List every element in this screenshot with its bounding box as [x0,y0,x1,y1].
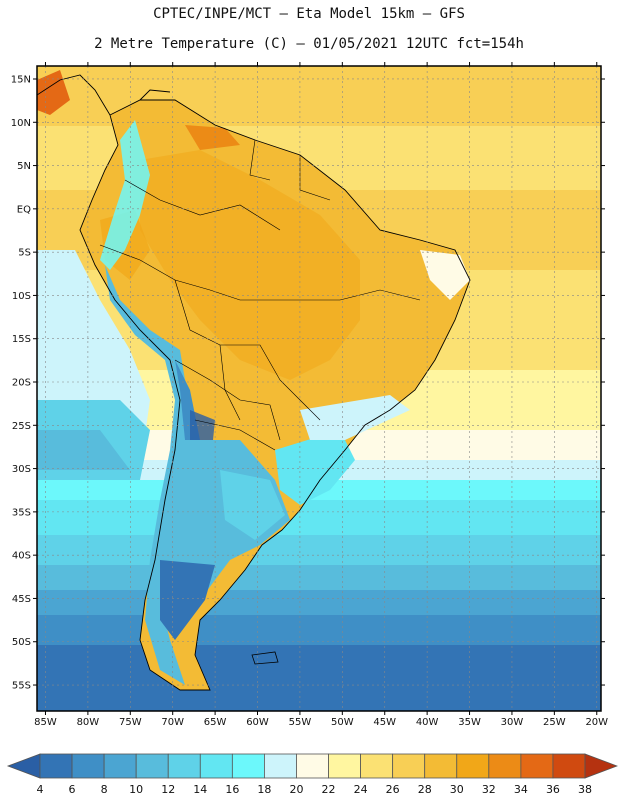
lat-label: 5S [18,248,31,259]
lat-label: 10S [12,291,31,302]
lon-label: 45W [373,717,396,728]
lat-label: 35S [12,507,31,518]
colorbar-swatch [424,753,458,779]
lon-label: 25W [543,717,566,728]
lon-label: 60W [246,717,269,728]
colorbar-swatch [231,753,265,779]
map-title-line1: CPTEC/INPE/MCT – Eta Model 15km – GFS [153,6,465,22]
temperature-field [37,66,601,711]
colorbar-swatch [167,753,201,779]
lat-label: 20S [12,378,31,389]
colorbar-under-triangle [6,753,41,779]
colorbar-swatch [296,753,329,779]
map-title-line2: 2 Metre Temperature (C) – 01/05/2021 12U… [94,36,524,52]
colorbar-swatch [39,753,73,779]
lon-label: 65W [204,717,227,728]
lon-label: 70W [161,717,184,728]
lat-label: 5N [17,161,31,172]
lat-label: 10N [11,118,31,129]
lat-label: 45S [12,594,31,605]
colorbar-swatch [488,753,522,779]
colorbar-label: 10 [129,783,143,796]
colorbar-label: 36 [546,783,560,796]
colorbar-label: 32 [482,783,496,796]
colorbar-swatch [199,753,233,779]
colorbar-swatch [456,753,490,779]
lon-label: 80W [77,717,100,728]
colorbar-swatch [71,753,105,779]
lat-label: 15S [12,334,31,345]
colorbar-label: 20 [289,783,303,796]
colorbar-label: 12 [161,783,175,796]
country-borders [99,139,421,451]
axis-ticks: 15N 10N 5N EQ 5S 10S 15S 20S 25S 30S 35S 40S 45S 50S 5… [11,62,608,728]
colorbar-label: 22 [322,783,336,796]
lat-label: 30S [12,464,31,475]
lon-label: 40W [416,717,439,728]
lat-label: 25S [12,421,31,432]
colorbar-label: 4 [37,783,44,796]
lon-label: 75W [119,717,142,728]
lon-label: 55W [289,717,312,728]
colorbar-swatch [135,753,169,779]
colorbar-label: 38 [578,783,592,796]
lat-label: 55S [12,681,31,692]
graticule [37,66,601,711]
colorbar-swatch [103,753,137,779]
colorbar-label: 34 [514,783,528,796]
colorbar-swatch [520,753,554,779]
map-frame [36,65,602,712]
coastlines [37,74,471,691]
lon-label: 85W [34,717,57,728]
lon-label: 30W [501,717,524,728]
lat-label: 15N [11,74,31,85]
lat-label: EQ [17,204,31,215]
colorbar-swatch [264,753,297,779]
lat-label: 50S [12,637,31,648]
lon-label: 20W [585,717,608,728]
colorbar-label: 28 [418,783,432,796]
lat-label: 40S [12,551,31,562]
colorbar-label: 24 [354,783,368,796]
colorbar-label: 18 [257,783,271,796]
lon-label: 35W [458,717,481,728]
temperature-colorbar: 4 6 8 10 12 14 16 18 20 22 24 26 28 30 32 34 36 38 [6,753,618,796]
colorbar-over-triangle [584,753,618,779]
colorbar-swatch [360,753,394,779]
colorbar-swatch [392,753,426,779]
colorbar-swatch [328,753,361,779]
lon-label: 50W [331,717,354,728]
colorbar-label: 6 [69,783,76,796]
colorbar-label: 30 [450,783,464,796]
colorbar-label: 8 [101,783,108,796]
colorbar-label: 26 [386,783,400,796]
colorbar-label: 14 [193,783,207,796]
colorbar-label: 16 [225,783,239,796]
colorbar-swatch [552,753,586,779]
